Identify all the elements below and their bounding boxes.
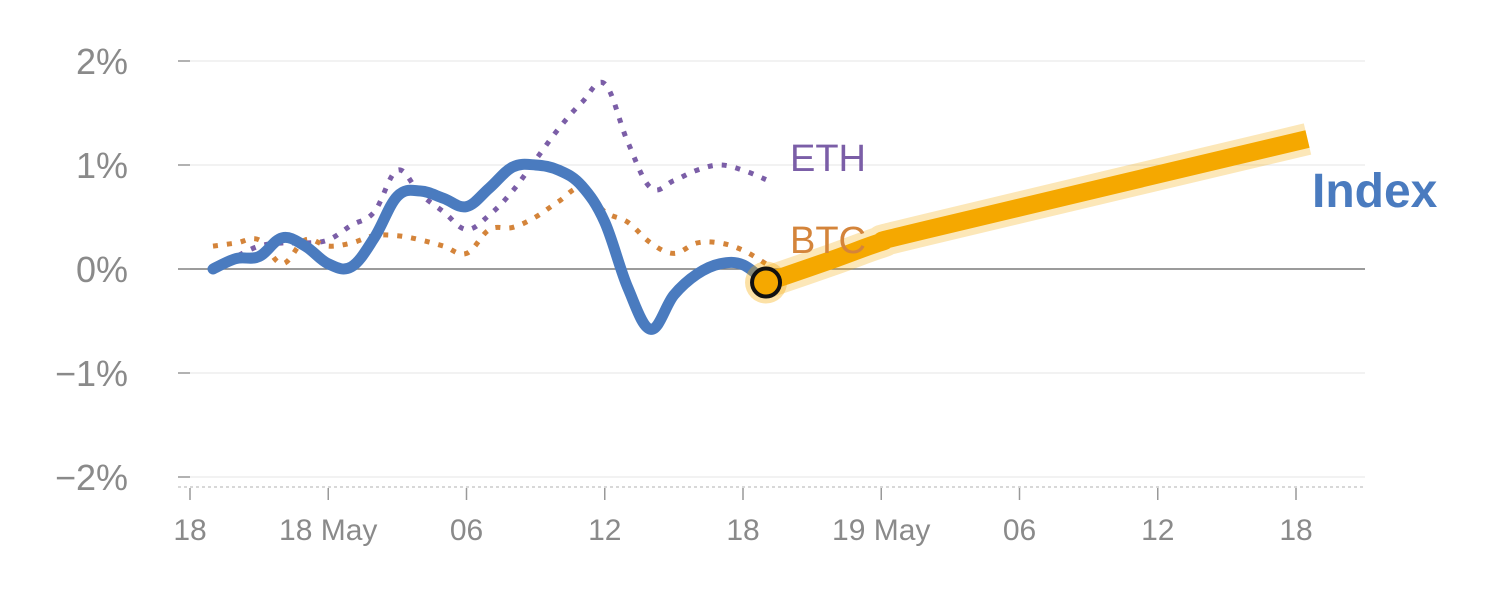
- x-tick-label-1: 18 May: [279, 514, 377, 547]
- x-tick-label-6: 06: [1003, 514, 1036, 547]
- series-labels: ETH BTC Index: [790, 138, 1438, 262]
- series-label-btc: BTC: [790, 220, 866, 262]
- x-tick-label-5: 19 May: [832, 514, 930, 547]
- x-tick-label-4: 18: [726, 514, 759, 547]
- y-axis: 2% 1% 0% −1% −2%: [55, 41, 190, 498]
- series-line-eth: [211, 79, 767, 270]
- y-tick-label-1: 1%: [76, 145, 128, 186]
- series-line-btc: [212, 185, 768, 267]
- current-value-marker: [750, 266, 783, 299]
- x-axis: 18 18 May 06 12 18 19 May 06 12 18: [173, 486, 1365, 547]
- x-tick-label-8: 18: [1279, 514, 1312, 547]
- projection-layer: [760, 123, 1312, 298]
- x-tick-label-0: 18: [173, 514, 206, 547]
- series-label-index: Index: [1312, 165, 1438, 218]
- x-tick-label-7: 12: [1141, 514, 1174, 547]
- y-tick-label-2: 0%: [76, 249, 128, 290]
- y-tick-label-3: −1%: [55, 353, 128, 394]
- series-line-index: [207, 158, 772, 335]
- series-label-eth: ETH: [790, 138, 866, 180]
- y-tick-label-4: −2%: [55, 457, 128, 498]
- projection-band: [763, 130, 1310, 292]
- marker-layer: [745, 261, 788, 304]
- x-tick-label-2: 06: [450, 514, 483, 547]
- series-layer: [207, 79, 772, 335]
- y-tick-label-0: 2%: [76, 41, 128, 82]
- x-tick-label-3: 12: [588, 514, 621, 547]
